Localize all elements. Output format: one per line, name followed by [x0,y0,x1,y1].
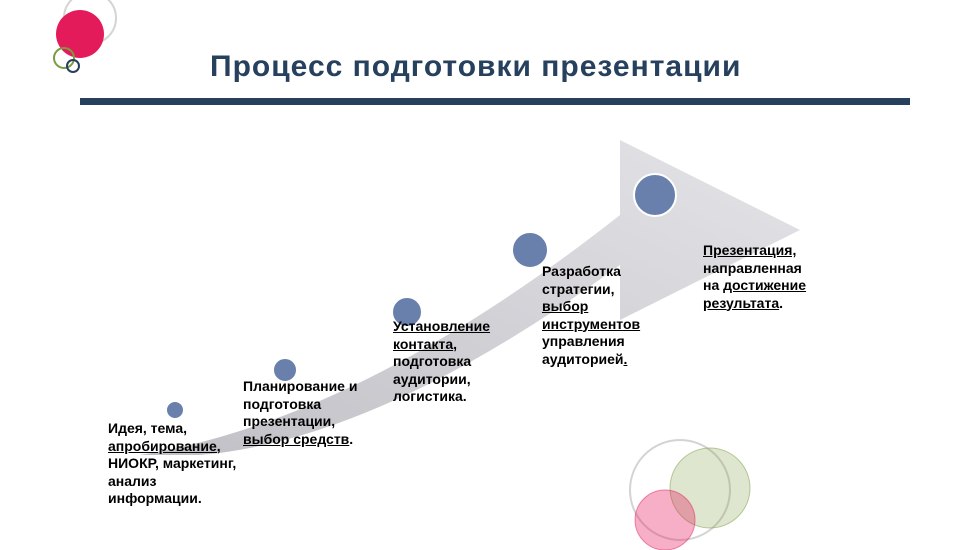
step-4-text: Разработкастратегии,выборинструментовупр… [542,263,692,368]
step-5-text: Презентация,направленнаяна достижениерез… [703,242,853,312]
decoration-bottom-right [610,430,770,550]
logo-top-left [40,0,140,80]
process-arrow [80,120,800,460]
step-3-text: Установлениеконтакта,подготовкааудитории… [393,318,533,406]
page-title-text: Процесс подготовки презентации [210,50,741,83]
step-2-text: Планирование иподготовкапрезентации,выбо… [243,378,393,448]
title-underline [80,98,910,105]
step-1-text: Идея, тема,апробирование,НИОКР, маркетин… [108,420,243,508]
page-title: Процесс подготовки презентации [210,50,741,84]
